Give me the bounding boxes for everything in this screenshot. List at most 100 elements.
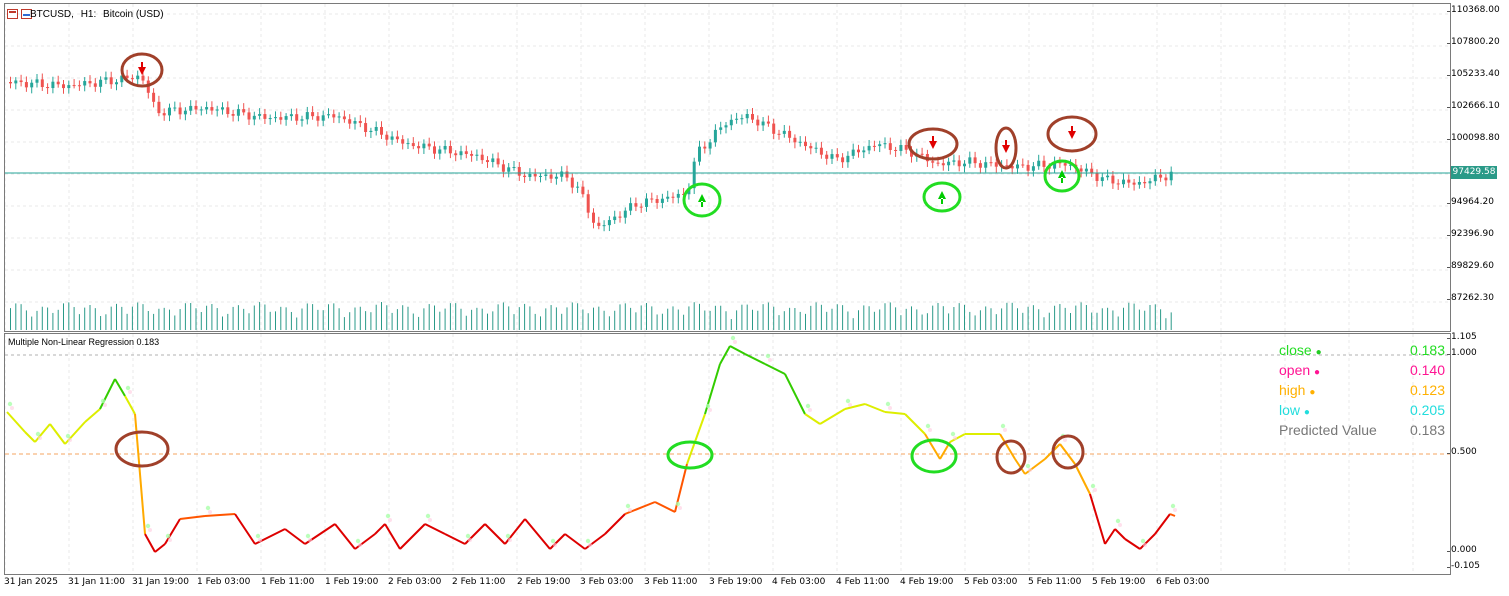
price-tick: 100098.80	[1447, 133, 1500, 143]
candle-body	[724, 125, 728, 128]
price-axis[interactable]: 110368.00 107800.20 105233.40 102666.10 …	[1447, 3, 1509, 330]
legend-value: 0.183	[1409, 342, 1445, 358]
candle-body	[305, 112, 309, 120]
regression-line-segment	[819, 408, 846, 425]
candle-body	[427, 143, 431, 147]
regression-line-segment	[744, 353, 766, 365]
candle-body	[1122, 179, 1125, 185]
candle-body	[199, 109, 203, 111]
candle-body	[454, 153, 458, 156]
candle-body	[735, 118, 739, 120]
candle-body	[443, 145, 447, 150]
candle-body	[401, 139, 405, 144]
open-dot	[208, 510, 212, 514]
close-dot	[805, 403, 811, 409]
regression-line-segment	[686, 413, 706, 465]
candle-body	[93, 83, 97, 87]
regression-line-segment	[764, 363, 786, 375]
candle-body	[1026, 164, 1030, 171]
time-tick: 5 Feb 03:00	[964, 577, 1018, 587]
time-tick: 4 Feb 11:00	[836, 577, 890, 587]
candle-body	[162, 113, 166, 116]
candle-body	[936, 162, 940, 164]
candle-body	[994, 162, 998, 167]
candle-body	[279, 117, 283, 120]
time-tick: 6 Feb 03:00	[1156, 577, 1210, 587]
regression-line-segment	[1124, 538, 1141, 550]
candle-body	[72, 85, 76, 87]
candle-body	[496, 158, 500, 165]
regression-line-segment	[1139, 533, 1156, 550]
candle-body	[957, 160, 961, 167]
regression-line-segment	[374, 523, 386, 535]
regression-line-segment	[484, 523, 506, 545]
price-pane[interactable]	[4, 3, 1451, 332]
open-dot	[888, 406, 892, 410]
regression-line-segment	[164, 518, 181, 545]
close-dot	[1170, 503, 1176, 509]
candle-body	[247, 112, 251, 120]
legend-text: high	[1279, 382, 1306, 398]
candle-body	[369, 130, 373, 133]
candle-body	[321, 115, 325, 121]
candle-body	[342, 116, 346, 120]
indicator-tick: 0.500	[1447, 447, 1477, 457]
candle-body	[554, 176, 558, 179]
indicator-legend: close ● 0.183 open ● 0.140 high ● 0.123 …	[1279, 340, 1445, 440]
legend-value: 0.183	[1409, 422, 1445, 438]
regression-line-segment	[604, 513, 626, 535]
regression-line-segment	[884, 411, 906, 415]
close-dot	[730, 335, 736, 341]
candle-body	[517, 167, 521, 176]
open-dot	[148, 528, 152, 532]
candle-body	[751, 113, 754, 120]
candle-body	[189, 105, 193, 111]
regression-line-segment	[924, 433, 941, 460]
candle-body	[459, 151, 463, 156]
candle-body	[337, 116, 341, 118]
candle-body	[544, 174, 548, 176]
time-tick: 3 Feb 03:00	[580, 577, 634, 587]
candle-body	[364, 123, 368, 133]
candle-body	[703, 146, 707, 149]
open-dot	[1093, 488, 1097, 492]
time-tick: 4 Feb 03:00	[772, 577, 826, 587]
indicator-axis[interactable]: 1.105 1.000 0.500 0.000 -0.105	[1446, 332, 1509, 573]
candle-body	[867, 145, 871, 151]
symbol-description: Bitcoin (USD)	[103, 9, 164, 20]
indicator-chart[interactable]	[5, 334, 1450, 574]
regression-line-segment	[804, 413, 821, 425]
candle-body	[1116, 183, 1120, 185]
candle-body	[740, 118, 744, 120]
regression-line-segment	[284, 528, 306, 545]
time-tick: 3 Feb 19:00	[709, 577, 763, 587]
indicator-pane[interactable]	[4, 333, 1451, 575]
close-dot	[165, 533, 171, 539]
candle-body	[395, 136, 399, 140]
candle-body	[475, 154, 479, 156]
candle-body	[989, 162, 993, 164]
candle-body	[729, 119, 733, 126]
candle-body	[745, 113, 749, 119]
candle-body	[809, 146, 813, 149]
candle-body	[183, 110, 187, 115]
close-dot	[425, 513, 431, 519]
time-tick: 31 Jan 19:00	[132, 577, 189, 587]
sell-circle	[1051, 434, 1085, 470]
close-dot	[550, 538, 556, 544]
indicator-tick: 0.000	[1447, 545, 1477, 555]
candle-body	[512, 167, 516, 169]
candle-body	[655, 199, 659, 203]
close-dot	[675, 501, 681, 507]
regression-line-segment	[334, 523, 356, 550]
candle-body	[316, 116, 320, 121]
time-axis[interactable]: 31 Jan 2025 31 Jan 11:00 31 Jan 19:00 1 …	[4, 575, 1449, 595]
sell-circle	[114, 430, 170, 468]
time-tick: 1 Feb 19:00	[325, 577, 379, 587]
price-chart[interactable]	[5, 4, 1450, 331]
buy-circle	[682, 182, 722, 218]
candle-body	[130, 78, 134, 80]
candle-body	[698, 146, 701, 162]
candle-body	[782, 130, 786, 134]
